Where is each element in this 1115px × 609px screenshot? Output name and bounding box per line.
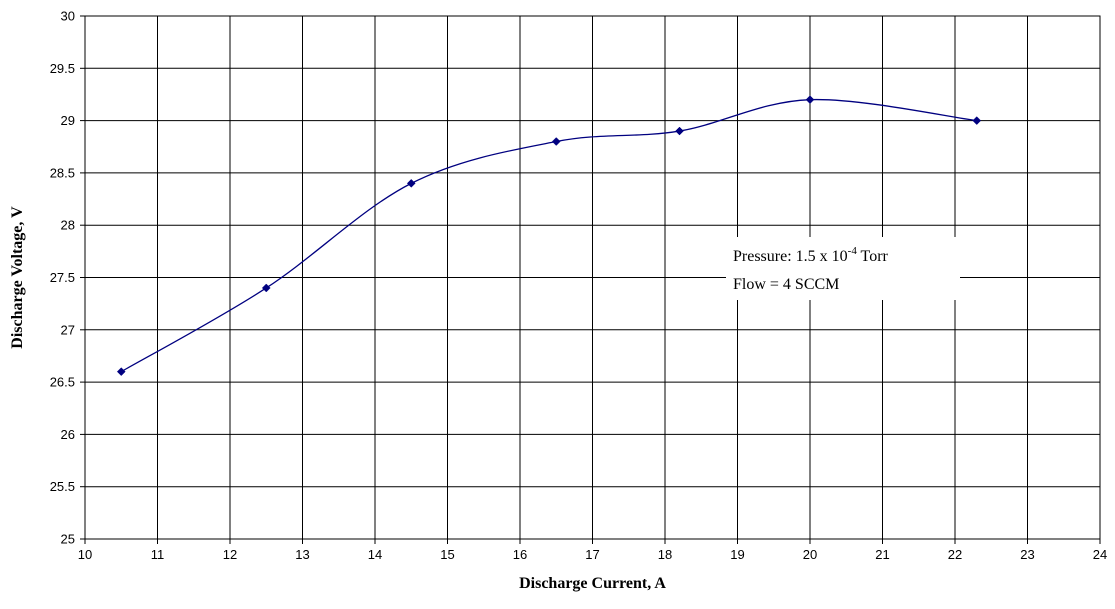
x-tick-label: 22 bbox=[948, 547, 962, 562]
y-tick-label: 25 bbox=[61, 532, 75, 547]
y-tick-label: 29.5 bbox=[50, 61, 75, 76]
x-tick-label: 15 bbox=[440, 547, 454, 562]
y-tick-label: 27.5 bbox=[50, 270, 75, 285]
y-tick-label: 28.5 bbox=[50, 165, 75, 180]
x-tick-label: 23 bbox=[1020, 547, 1034, 562]
x-tick-label: 13 bbox=[295, 547, 309, 562]
annotation-pressure-exponent: -4 bbox=[848, 245, 858, 257]
x-tick-label: 24 bbox=[1093, 547, 1107, 562]
x-tick-label: 21 bbox=[875, 547, 889, 562]
data-point-marker bbox=[675, 126, 684, 136]
data-point-marker bbox=[551, 137, 561, 146]
data-point-marker bbox=[805, 95, 815, 105]
y-tick-label: 28 bbox=[61, 218, 75, 233]
annotation-box: Pressure: 1.5 x 10-4 Torr Flow = 4 SCCM bbox=[726, 237, 960, 300]
annotation-background bbox=[726, 237, 960, 300]
data-point-marker bbox=[261, 283, 271, 293]
data-point-marker bbox=[406, 179, 416, 188]
y-tick-label: 25.5 bbox=[50, 479, 75, 494]
y-tick-label: 26 bbox=[61, 427, 75, 442]
x-tick-label: 16 bbox=[513, 547, 527, 562]
annotation-pressure-suffix: Torr bbox=[857, 248, 889, 265]
y-tick-label: 27 bbox=[61, 322, 75, 337]
x-tick-label: 11 bbox=[151, 547, 165, 562]
x-tick-label: 17 bbox=[585, 547, 599, 562]
y-tick-label: 29 bbox=[61, 113, 75, 128]
y-tick-label: 26.5 bbox=[50, 375, 75, 390]
x-tick-label: 20 bbox=[803, 547, 817, 562]
annotation-flow: Flow = 4 SCCM bbox=[733, 276, 839, 293]
x-tick-label: 10 bbox=[78, 547, 92, 562]
annotation-pressure: Pressure: 1.5 x 10-4 Torr bbox=[733, 245, 889, 265]
x-tick-label: 19 bbox=[730, 547, 744, 562]
y-tick-label: 30 bbox=[61, 9, 75, 24]
x-axis-ticks: 10 11 12 13 14 15 16 17 18 19 20 21 22 23 24 bbox=[78, 539, 1107, 562]
annotation-pressure-prefix: Pressure: 1.5 x 10 bbox=[733, 248, 848, 265]
x-axis-title: Discharge Current, A bbox=[519, 575, 666, 592]
x-tick-label: 12 bbox=[223, 547, 237, 562]
y-axis-title: Discharge Voltage, V bbox=[9, 206, 26, 349]
x-tick-label: 14 bbox=[368, 547, 382, 562]
y-axis-ticks: 25 25.5 26 26.5 27 27.5 28 28.5 29 29.5 30 bbox=[50, 9, 85, 547]
data-point-marker bbox=[972, 116, 982, 125]
data-point-marker bbox=[116, 367, 126, 376]
x-tick-label: 18 bbox=[658, 547, 672, 562]
series-layer bbox=[116, 95, 982, 376]
